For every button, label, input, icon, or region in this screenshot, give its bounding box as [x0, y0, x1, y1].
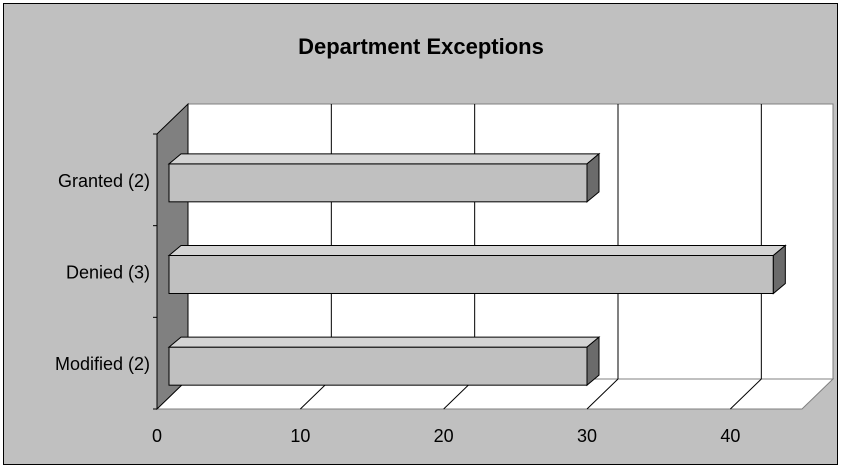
gridline: [586, 378, 619, 410]
bar: [167, 244, 787, 295]
bar-front: [168, 346, 588, 386]
bar: [167, 152, 601, 203]
bar-top: [167, 245, 787, 256]
bar-chart: Granted (2) Denied (3) Modified (2) 0 10 20 30…: [55, 34, 835, 446]
bar-side: [772, 244, 786, 295]
chart-area: Granted (2) Denied (3) Modified (2) 0 10 20 30…: [3, 3, 838, 465]
tick-marks: [153, 133, 158, 410]
y-tick-label: Modified (2): [55, 354, 150, 374]
bar-front: [168, 255, 774, 294]
bars: [167, 152, 787, 387]
x-tick-label: 30: [577, 426, 597, 446]
bar-side: [586, 336, 600, 387]
gridline: [729, 378, 762, 410]
axis-labels: Granted (2) Denied (3) Modified (2) 0 10 20 30…: [55, 171, 740, 446]
bar-side: [586, 152, 600, 203]
bar-front: [168, 163, 588, 203]
chart-title: Department Exceptions: [298, 34, 544, 59]
y-tick-label: Granted (2): [58, 171, 150, 191]
bar-top: [167, 153, 601, 165]
x-tick-label: 0: [152, 426, 162, 446]
gridlines: [299, 104, 762, 410]
bar: [167, 336, 601, 387]
x-tick-label: 20: [434, 426, 454, 446]
y-tick-label: Denied (3): [66, 263, 150, 283]
bar-top: [167, 336, 601, 348]
x-tick-label: 40: [720, 426, 740, 446]
x-tick-label: 10: [290, 426, 310, 446]
